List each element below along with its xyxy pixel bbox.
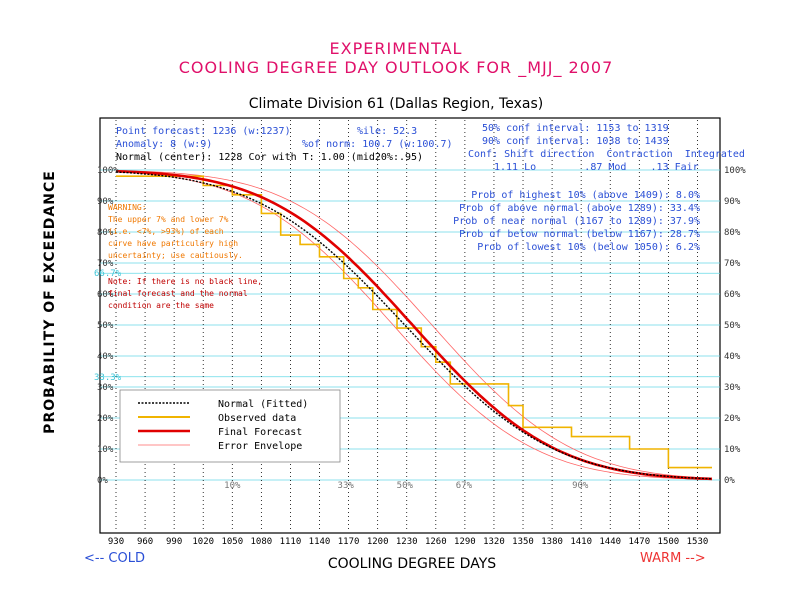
percentile-label: 33% xyxy=(338,481,355,491)
y-tick-label-right: 90% xyxy=(724,197,741,207)
x-tick-label: 1080 xyxy=(251,537,273,547)
conf-interval-90: 90% conf interval: 1038 to 1439 xyxy=(482,136,669,147)
x-tick-label: 1200 xyxy=(367,537,389,547)
point-forecast: Point forecast: 1236 (w:1237) xyxy=(116,126,291,137)
y-tick-label-right: 20% xyxy=(724,414,741,424)
series-layer xyxy=(115,169,713,481)
y-tick-label-right: 30% xyxy=(724,383,741,393)
percentile-label: 67% xyxy=(456,481,473,491)
normal-center: Normal (center): 1228 Cor with T: 1.00 (… xyxy=(116,152,423,163)
x-axis-label: COOLING DEGREE DAYS xyxy=(328,556,496,572)
y-tick-label-right: 40% xyxy=(724,352,741,362)
conf-header: Conf: Shift direction Contraction Integr… xyxy=(468,149,745,160)
tercile-label: 33.3% xyxy=(94,373,122,383)
note-line: final forecast and the normal xyxy=(108,289,248,298)
x-tick-label: 1320 xyxy=(483,537,505,547)
subtitle: Climate Division 61 (Dallas Region, Texa… xyxy=(249,96,543,112)
y-tick-label-right: 80% xyxy=(724,228,741,238)
x-tick-label: 1140 xyxy=(309,537,331,547)
warning-line: uncertainty; use cautiously. xyxy=(108,251,243,260)
y-tick-label-left: 100% xyxy=(97,166,119,176)
anomaly: Anomaly: 8 (w:9) xyxy=(116,139,212,150)
y-tick-label-right: 10% xyxy=(724,445,741,455)
y-tick-label-right: 0% xyxy=(724,476,735,486)
y-tick-label-left: 90% xyxy=(97,197,114,207)
y-tick-label-right: 60% xyxy=(724,290,741,300)
x-tick-label: 1050 xyxy=(221,537,243,547)
prob-above: Prob of above normal (above 1289): 33.4% xyxy=(459,203,700,214)
prob-highest: Prob of highest 10% (above 1409): 8.0% xyxy=(471,190,700,201)
percent-of-normal: %of norm: 100.7 (w:100.7) xyxy=(302,139,453,150)
cold-label: <-- COLD xyxy=(84,551,145,566)
y-tick-label-right: 100% xyxy=(724,166,746,176)
y-tick-label-right: 50% xyxy=(724,321,741,331)
x-tick-label: 1230 xyxy=(396,537,418,547)
x-tick-label: 1290 xyxy=(454,537,476,547)
x-tick-label: 990 xyxy=(166,537,182,547)
warm-label: WARM --> xyxy=(640,551,706,566)
x-tick-label: 1110 xyxy=(280,537,302,547)
legend-normal-label: Normal (Fitted) xyxy=(218,399,308,410)
x-tick-label: 1500 xyxy=(658,537,680,547)
x-tick-label: 1380 xyxy=(541,537,563,547)
y-tick-label-left: 50% xyxy=(97,321,114,331)
x-tick-label: 1350 xyxy=(512,537,534,547)
y-tick-label-left: 20% xyxy=(97,414,114,424)
x-tick-label: 1020 xyxy=(192,537,214,547)
y-tick-label-right: 70% xyxy=(724,259,741,269)
error-envelope-line xyxy=(115,170,713,479)
plot-frame xyxy=(99,117,721,534)
percentile-label: 10% xyxy=(224,481,241,491)
prob-below: Prob of below normal (below 1167): 28.7% xyxy=(459,229,700,240)
note-line: condition are the same xyxy=(108,301,214,310)
y-tick-label-left: 10% xyxy=(97,445,114,455)
warning-line: (i.e. <7%, >93%) of each xyxy=(108,227,224,236)
error-envelope-line xyxy=(115,171,713,480)
legend-error-label: Error Envelope xyxy=(218,441,302,452)
tick-layer: 100% 100% 90% 90% 80% 80% 70% 70% 60% 60% 50% 50% 40… xyxy=(94,166,746,547)
legend-final-label: Final Forecast xyxy=(218,427,302,438)
y-tick-label-left: 30% xyxy=(97,383,114,393)
title-line1: EXPERIMENTAL xyxy=(330,39,463,58)
x-tick-label: 930 xyxy=(108,537,124,547)
conf-interval-50: 50% conf interval: 1153 to 1319 xyxy=(482,123,669,134)
x-tick-label: 1530 xyxy=(687,537,709,547)
y-tick-label-left: 40% xyxy=(97,352,114,362)
observed-data-line xyxy=(116,175,712,469)
prob-near: Prob of near normal (1167 to 1289): 37.9… xyxy=(453,216,700,227)
x-tick-label: 1170 xyxy=(338,537,360,547)
percentile: %ile: 52.3 xyxy=(357,126,417,137)
x-tick-label: 1440 xyxy=(599,537,621,547)
y-tick-label-left: 0% xyxy=(97,476,108,486)
normal-fitted-line xyxy=(115,171,713,480)
x-tick-label: 1470 xyxy=(628,537,650,547)
warning-line: WARNING: xyxy=(108,203,147,212)
note-line: Note: If there is no black line, xyxy=(108,277,262,286)
y-axis-label: PROBABILITY OF EXCEEDANCE xyxy=(42,170,58,434)
legend: Normal (Fitted) Observed data Final Fore… xyxy=(119,389,341,463)
x-tick-label: 1260 xyxy=(425,537,447,547)
y-tick-label-left: 60% xyxy=(97,290,114,300)
y-tick-label-left: 80% xyxy=(97,228,114,238)
x-tick-label: 1410 xyxy=(570,537,592,547)
warning-line: The upper 7% and lower 7% xyxy=(108,215,229,224)
tercile-label: 66.7% xyxy=(94,269,122,279)
percentile-label: 50% xyxy=(397,481,414,491)
warning-line: curve have particulary high xyxy=(108,239,238,248)
y-tick-label-left: 70% xyxy=(97,259,114,269)
prob-lowest: Prob of lowest 10% (below 1050): 6.2% xyxy=(477,242,700,253)
legend-box xyxy=(119,389,341,463)
title-line2: COOLING DEGREE DAY OUTLOOK FOR _MJJ_ 200… xyxy=(179,58,614,78)
conf-values: 1.11 Lo .87 Mod .13 Fair xyxy=(494,162,699,173)
grid-layer xyxy=(100,120,720,531)
percentile-label: 90% xyxy=(572,481,589,491)
legend-observed-label: Observed data xyxy=(218,413,296,424)
x-tick-label: 960 xyxy=(137,537,153,547)
